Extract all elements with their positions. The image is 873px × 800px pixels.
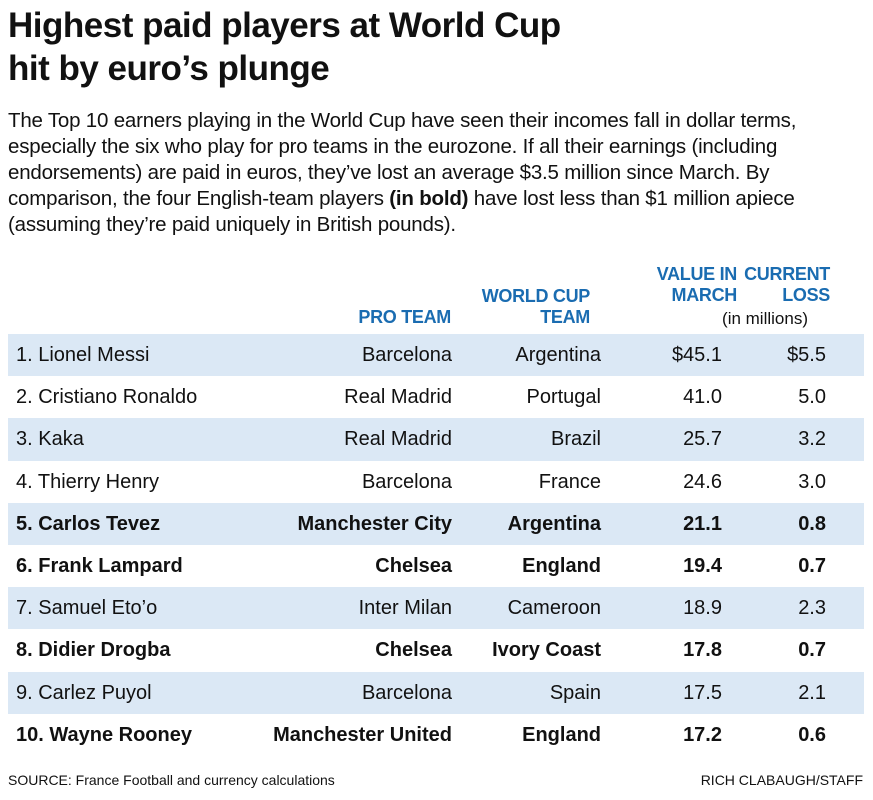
- value-cell: 24.6: [683, 470, 722, 493]
- value-cell: 17.5: [683, 681, 722, 704]
- table-row: 9. Carlez Puyol Barcelona Spain 17.5 2.1: [8, 671, 864, 714]
- header-units: (in millions): [722, 309, 808, 328]
- loss-cell: 2.1: [798, 681, 826, 704]
- intro-text-start: The Top 10 earners playing in the World …: [8, 109, 797, 210]
- world-cup-team-cell: France: [538, 470, 601, 493]
- pro-team-cell: Real Madrid: [344, 386, 452, 409]
- world-cup-team-cell: Portugal: [526, 386, 602, 409]
- value-cell: 19.4: [683, 554, 722, 577]
- world-cup-team-cell: England: [522, 554, 601, 577]
- table-row: 7. Samuel Eto’o Inter Milan Cameroon 18.9 2.…: [8, 587, 864, 630]
- player-cell: 9. Carlez Puyol: [16, 681, 152, 704]
- player-cell: 5. Carlos Tevez: [16, 512, 161, 535]
- pro-team-cell: Chelsea: [375, 554, 452, 577]
- loss-cell: 2.3: [798, 597, 826, 620]
- world-cup-team-cell: Argentina: [507, 512, 601, 535]
- credit-note: RICH CLABAUGH/STAFF: [700, 772, 863, 788]
- table-row: 8. Didier Drogba Chelsea Ivory Coast 17.8 0.…: [8, 629, 864, 671]
- value-cell: 21.1: [683, 512, 722, 535]
- loss-cell: $5.5: [787, 344, 826, 366]
- table-row: 10. Wayne Rooney Manchester United England…: [8, 714, 864, 756]
- source-note: SOURCE: France Football and currency cal…: [8, 772, 335, 788]
- header-current-loss: CURRENT LOSS: [744, 264, 830, 306]
- header-value-line-1: VALUE IN: [656, 264, 738, 284]
- value-cell: 25.7: [683, 428, 722, 451]
- loss-cell: 0.6: [798, 723, 826, 746]
- world-cup-team-cell: Brazil: [550, 428, 601, 451]
- table-row: 6. Frank Lampard Chelsea England 19.4 0.7: [8, 545, 864, 587]
- loss-cell: 0.7: [798, 639, 826, 662]
- pro-team-cell: Manchester United: [273, 723, 452, 746]
- player-cell: 10. Wayne Rooney: [16, 723, 192, 746]
- player-cell: 7. Samuel Eto’o: [16, 597, 158, 620]
- pro-team-cell: Real Madrid: [344, 428, 452, 451]
- pro-team-cell: Inter Milan: [358, 597, 452, 620]
- player-cell: 2. Cristiano Ronaldo: [16, 386, 198, 409]
- value-cell: $45.1: [671, 344, 722, 366]
- table-row: 4. Thierry Henry Barcelona France 24.6 3.0: [8, 461, 864, 503]
- loss-cell: 5.0: [798, 386, 826, 409]
- pro-team-cell: Barcelona: [361, 470, 452, 493]
- pro-team-cell: Barcelona: [361, 344, 452, 366]
- table-row: 2. Cristiano Ronaldo Real Madrid Portugal 4…: [8, 376, 864, 418]
- world-cup-team-cell: Ivory Coast: [492, 639, 601, 662]
- chart-title: Highest paid players at World Cup hit by…: [8, 4, 868, 90]
- header-loss-line-2: LOSS: [782, 285, 830, 305]
- player-cell: 4. Thierry Henry: [16, 470, 160, 493]
- player-cell: 6. Frank Lampard: [16, 554, 183, 577]
- header-world-cup-team-line-2: TEAM: [540, 307, 590, 327]
- table-row: 5. Carlos Tevez Manchester City Argentina 2…: [8, 502, 864, 545]
- value-cell: 18.9: [683, 597, 722, 620]
- earnings-table: 1. Lionel Messi Barcelona Argentina $45.1 $5…: [8, 334, 864, 756]
- intro-text-end: have lost less than $1 million apiece (a…: [8, 187, 795, 236]
- intro-bold-note: (in bold): [389, 187, 469, 210]
- player-cell: 8. Didier Drogba: [16, 639, 171, 662]
- header-value-in-march: VALUE IN MARCH: [656, 264, 738, 306]
- header-world-cup-team: WORLD CUP TEAM: [481, 286, 591, 328]
- value-cell: 41.0: [683, 386, 722, 409]
- pro-team-cell: Barcelona: [361, 681, 452, 704]
- intro-paragraph: The Top 10 earners playing in the World …: [8, 108, 870, 238]
- player-cell: 3. Kaka: [16, 428, 84, 451]
- header-loss-line-1: CURRENT: [744, 264, 830, 284]
- loss-cell: 0.7: [798, 554, 826, 577]
- world-cup-team-cell: England: [522, 723, 601, 746]
- world-cup-team-cell: Spain: [549, 681, 601, 704]
- loss-cell: 0.8: [798, 512, 826, 535]
- header-pro-team: PRO TEAM: [358, 307, 451, 328]
- title-line-1: Highest paid players at World Cup: [8, 6, 561, 45]
- header-world-cup-team-line-1: WORLD CUP: [481, 286, 591, 306]
- header-value-line-2: MARCH: [671, 285, 738, 305]
- loss-cell: 3.0: [798, 470, 826, 493]
- pro-team-cell: Manchester City: [297, 512, 453, 535]
- world-cup-team-cell: Argentina: [515, 344, 601, 366]
- loss-cell: 3.2: [798, 428, 826, 451]
- table-row: 3. Kaka Real Madrid Brazil 25.7 3.2: [8, 418, 864, 461]
- pro-team-cell: Chelsea: [375, 639, 452, 662]
- value-cell: 17.8: [683, 639, 722, 662]
- table-row: 1. Lionel Messi Barcelona Argentina $45.1 $5…: [8, 334, 864, 377]
- world-cup-team-cell: Cameroon: [507, 597, 601, 620]
- title-line-2: hit by euro’s plunge: [8, 49, 330, 88]
- player-cell: 1. Lionel Messi: [16, 344, 150, 366]
- header-pro-team-line-1: PRO TEAM: [358, 307, 451, 327]
- value-cell: 17.2: [683, 723, 722, 746]
